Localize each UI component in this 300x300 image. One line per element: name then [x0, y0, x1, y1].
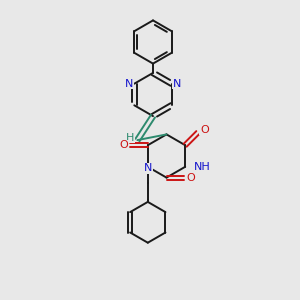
Text: O: O — [186, 172, 195, 183]
Text: N: N — [144, 163, 152, 173]
Text: N: N — [125, 79, 133, 89]
Text: O: O — [200, 124, 209, 135]
Text: O: O — [119, 140, 128, 150]
Text: H: H — [126, 133, 134, 143]
Text: N: N — [173, 79, 181, 89]
Text: NH: NH — [194, 162, 211, 172]
